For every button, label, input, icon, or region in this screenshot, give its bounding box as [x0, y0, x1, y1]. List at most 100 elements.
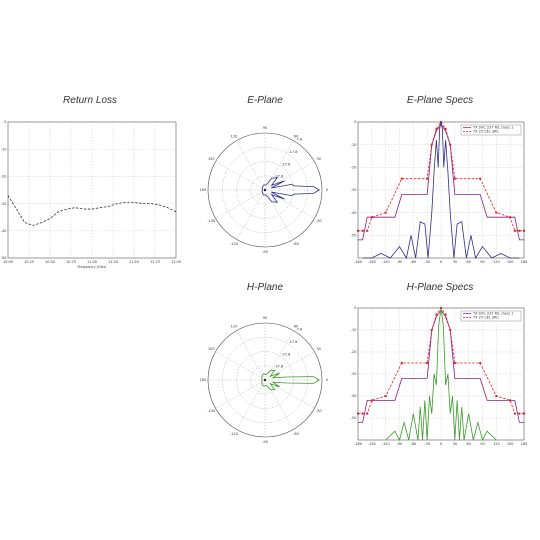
radial-label: -27.8: [281, 352, 290, 356]
polar-outer-ring: [207, 132, 323, 248]
y-tick-label: -30: [351, 372, 357, 376]
x-tick-label: -120: [382, 260, 390, 264]
angle-label: 120: [231, 135, 238, 139]
legend-entry: TX SVC 237 R/L class 1: [472, 126, 513, 130]
series-marker: [361, 412, 364, 415]
series-marker: [453, 177, 456, 180]
angle-label: 30: [316, 157, 320, 161]
x-tick-label: 60: [466, 260, 470, 264]
x-tick-label: -60: [410, 260, 416, 264]
angle-label: -30: [316, 409, 322, 413]
angle-label: -150: [207, 219, 215, 223]
series-marker: [523, 412, 525, 415]
y-axis-label: dB: [0, 187, 1, 192]
x-tick-label: 10.25: [24, 260, 34, 264]
x-tick-label: 0: [440, 442, 442, 446]
series-marker: [523, 229, 525, 232]
angle-label: 180: [200, 188, 207, 192]
angle-label: 90: [263, 126, 267, 130]
series-marker: [509, 399, 512, 402]
series-marker: [430, 329, 433, 331]
y-tick-label: 0: [354, 120, 356, 124]
angle-label: -30: [316, 219, 322, 223]
y-tick-label: -50: [1, 256, 7, 260]
angle-label: 150: [208, 157, 215, 161]
y-tick-label: -40: [351, 211, 357, 215]
polar-spoke: [236, 330, 266, 381]
x-tick-label: 10.50: [45, 260, 55, 264]
e-plane-specs-title: E-Plane Specs: [406, 95, 474, 106]
series-marker: [509, 216, 512, 219]
polar-spoke: [264, 189, 294, 240]
y-tick-label: -20: [351, 166, 357, 170]
x-tick-label: -30: [424, 260, 430, 264]
polar-spoke: [215, 351, 266, 381]
angle-label: 0: [326, 378, 328, 382]
series-marker: [400, 177, 403, 180]
polar-spoke: [264, 161, 315, 191]
y-tick-label: 0: [4, 120, 6, 124]
polar-center: [263, 188, 267, 192]
series-marker: [435, 127, 438, 130]
x-tick-label: 90: [480, 260, 484, 264]
legend-entry: TX SVC 237 R/L class 1: [472, 312, 513, 316]
x-tick-label: -180: [354, 260, 362, 264]
legend-box: [460, 124, 522, 136]
radial-label: -7.8: [296, 328, 303, 332]
series-line: [7, 195, 177, 226]
h-plane-specs-title: H-Plane Specs: [406, 282, 474, 293]
h-plane-polar-chart: 0 30 60 90 120 150 180 -150 -120 -90 -60 -30 -37.8 -2…: [200, 316, 328, 444]
legend-entry: TX 25 CEL SRC: [472, 130, 499, 134]
series-marker: [495, 211, 498, 214]
x-tick-label: 11.75: [150, 260, 160, 264]
radial-label: -17.8: [288, 340, 297, 344]
series-marker: [361, 229, 364, 232]
x-tick-label: 120: [493, 442, 500, 446]
h-plane-title: H-Plane: [246, 282, 284, 293]
angle-label: -60: [293, 432, 299, 436]
angle-label: 150: [208, 347, 215, 351]
x-tick-label: -150: [368, 442, 376, 446]
radial-label: -17.8: [288, 150, 297, 154]
e-plane-polar-chart: 0 30 60 90 120 150 180 -150 -120 -90 -60 -30 -37.8 -2…: [200, 126, 328, 254]
polar-spoke: [264, 140, 294, 191]
y-tick-label: 0: [354, 306, 356, 310]
polar-ring: [250, 175, 280, 205]
series-marker: [370, 216, 373, 219]
polar-spoke: [236, 140, 266, 191]
y-tick-label: -40: [1, 229, 7, 233]
radial-label: -7.8: [296, 138, 303, 142]
angle-label: -150: [207, 409, 215, 413]
angle-label: 60: [294, 135, 298, 139]
x-tick-label: -90: [397, 260, 403, 264]
polar-spoke: [264, 189, 315, 219]
x-tick-label: 180: [521, 260, 528, 264]
series-marker: [430, 143, 433, 146]
angle-label: -90: [262, 250, 268, 254]
polar-spoke: [215, 189, 266, 219]
radial-label: -37.8: [274, 365, 283, 369]
angle-label: 90: [263, 316, 267, 320]
return-loss-title: Return Loss: [63, 95, 117, 106]
polar-spoke: [264, 330, 294, 381]
series-marker: [384, 395, 387, 397]
y-tick-label: -20: [351, 350, 357, 354]
series-marker: [495, 395, 498, 397]
y-tick-label: -20: [1, 175, 7, 179]
series-marker: [479, 362, 482, 364]
x-axis-label: Frequency (GHz): [77, 265, 107, 269]
radial-label: -27.8: [281, 162, 290, 166]
x-tick-label: 30: [453, 260, 457, 264]
x-tick-label: 12.00: [171, 260, 181, 264]
y-tick-label: -30: [351, 188, 357, 192]
x-tick-label: -30: [424, 442, 430, 446]
series-marker: [449, 329, 452, 331]
series-marker: [449, 143, 452, 146]
series-marker: [426, 362, 429, 364]
x-tick-label: -120: [382, 442, 390, 446]
series-marker: [357, 229, 359, 232]
x-tick-label: 180: [521, 442, 528, 446]
radial-label: -37.8: [274, 175, 283, 179]
series-marker: [444, 313, 447, 316]
series-marker: [513, 412, 516, 415]
